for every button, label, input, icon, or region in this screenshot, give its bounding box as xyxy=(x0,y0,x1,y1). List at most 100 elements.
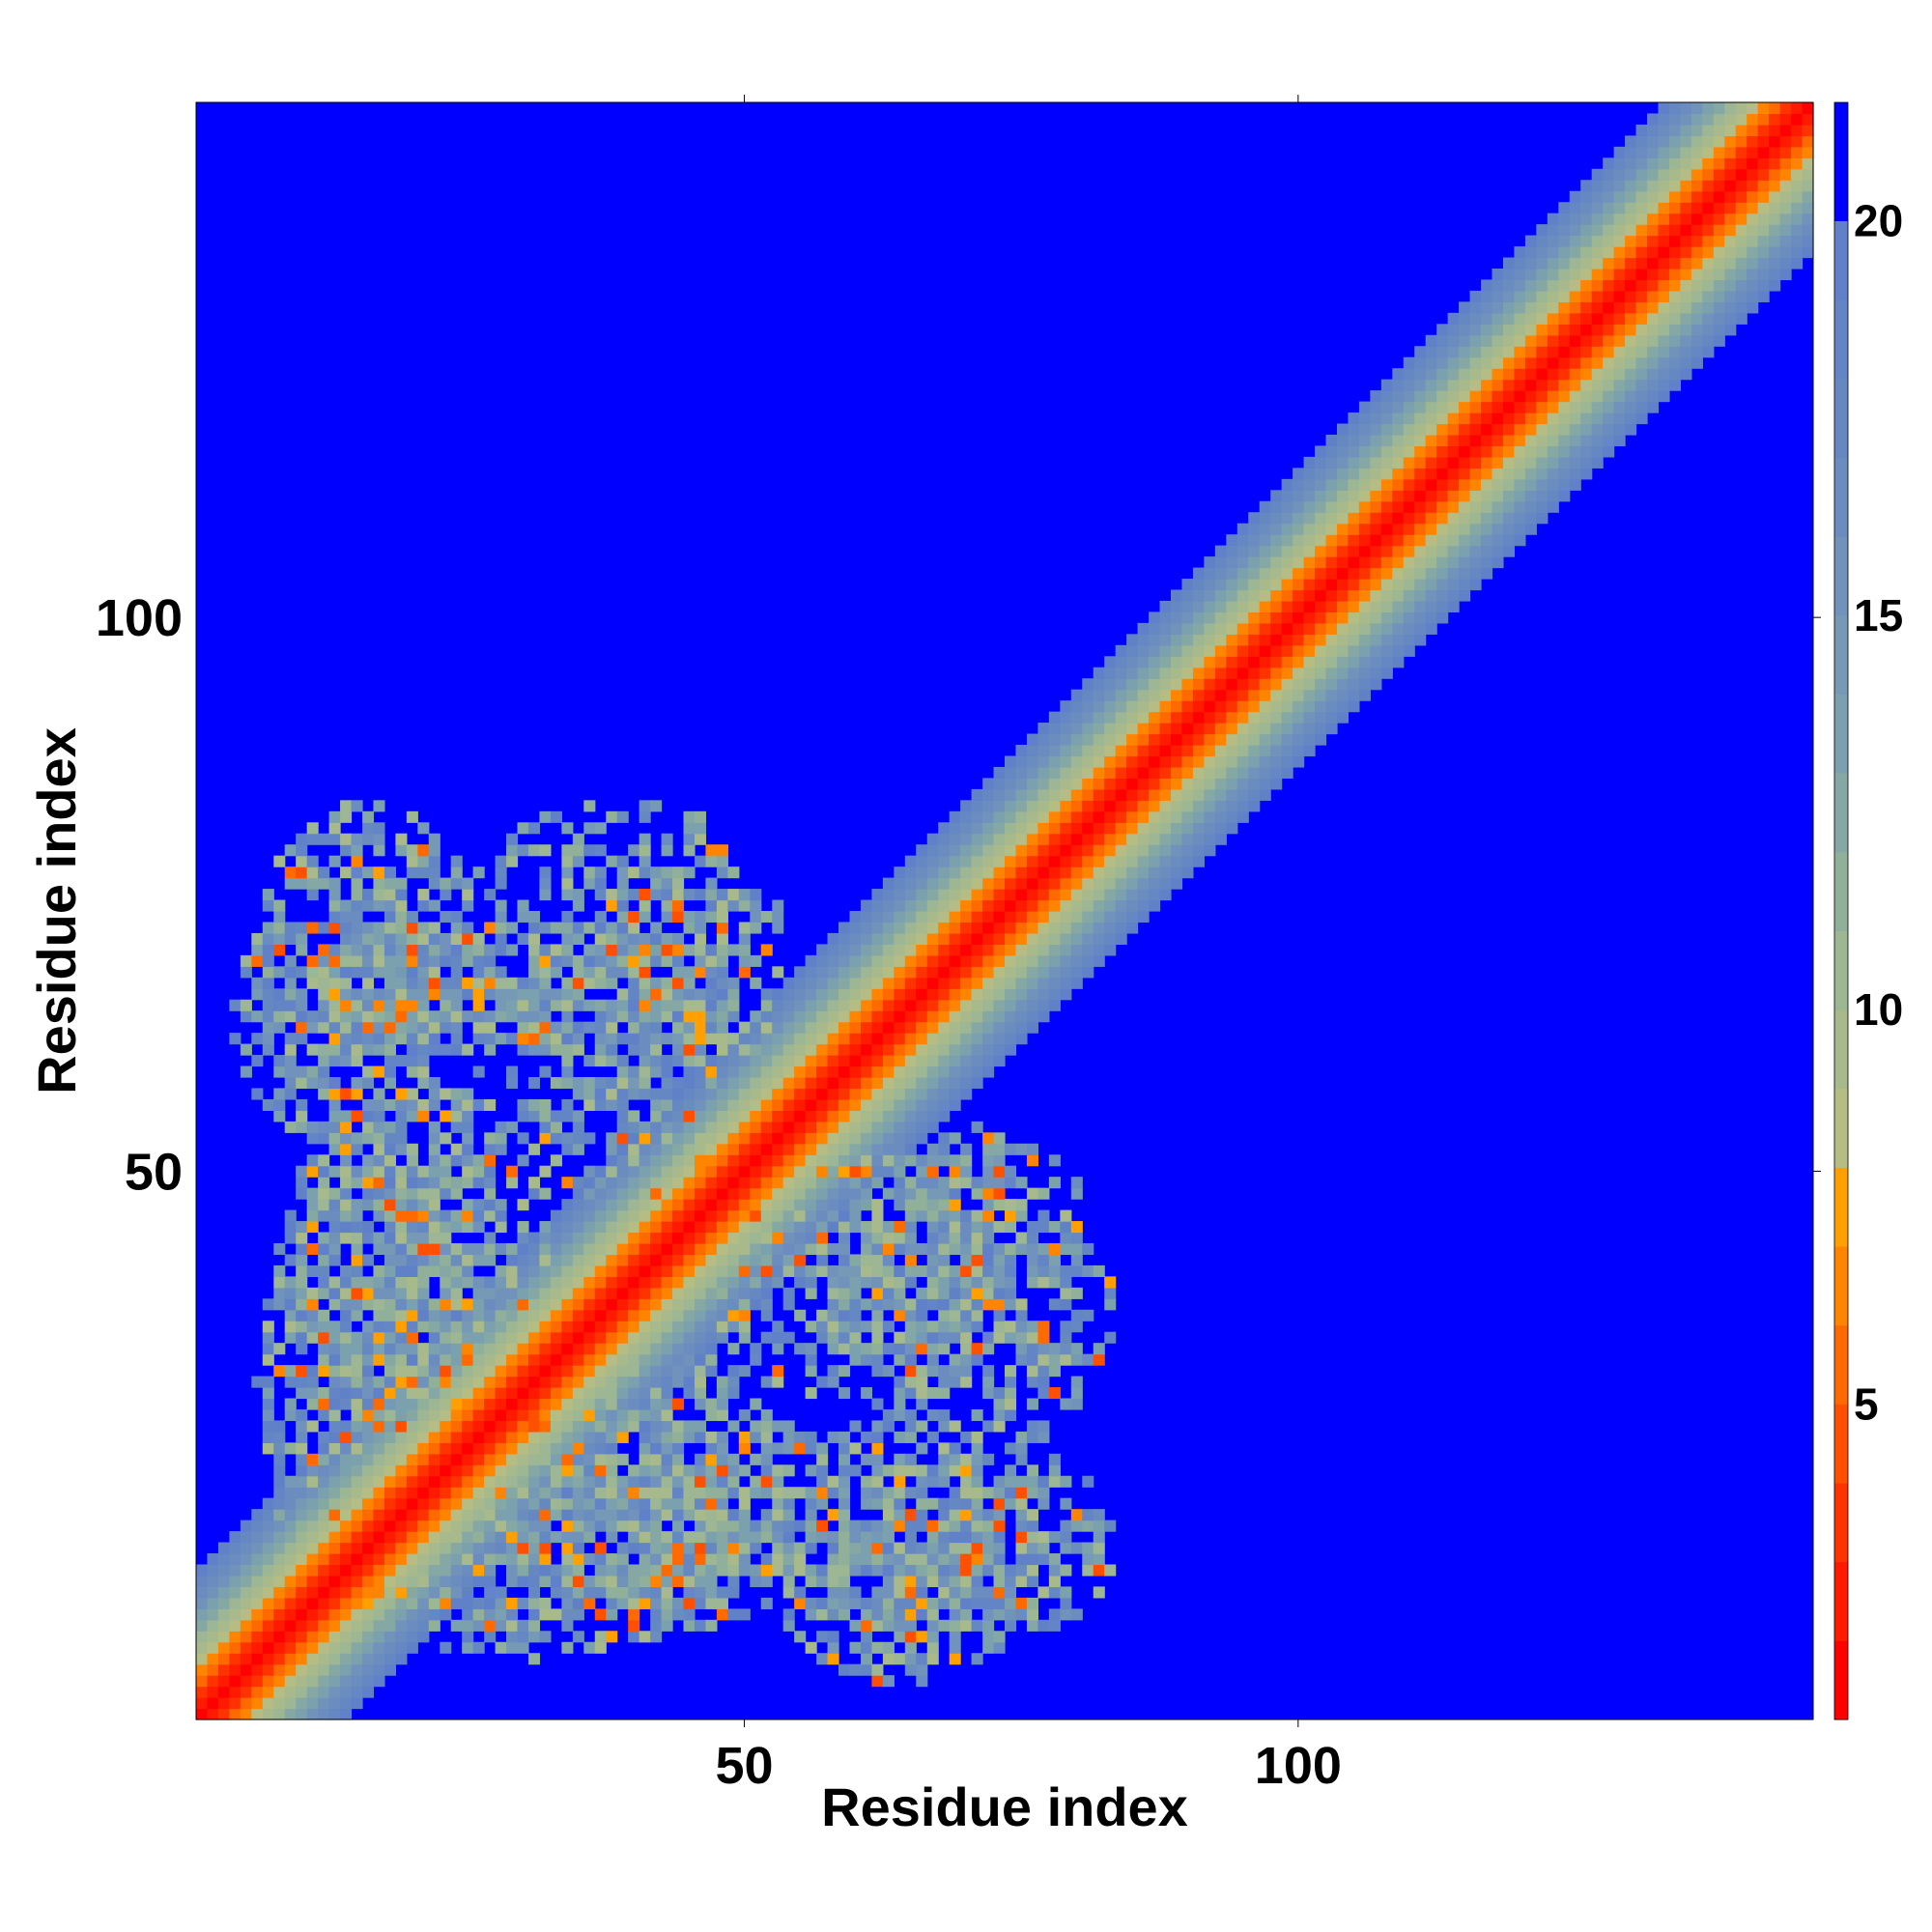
heatmap-cell xyxy=(351,954,363,967)
heatmap-cell xyxy=(1060,1276,1072,1289)
heatmap-cell xyxy=(694,1575,707,1588)
heatmap-cell xyxy=(1115,766,1127,780)
heatmap-cell xyxy=(340,1221,353,1234)
heatmap-cell xyxy=(517,1010,529,1023)
heatmap-cell xyxy=(860,988,873,1001)
heatmap-cell xyxy=(705,1287,718,1299)
heatmap-cell xyxy=(904,1453,917,1465)
heatmap-cell xyxy=(417,1110,430,1122)
heatmap-cell xyxy=(838,1287,851,1299)
heatmap-cell xyxy=(639,1165,651,1178)
heatmap-cell xyxy=(428,1398,440,1410)
heatmap-cell xyxy=(938,1619,951,1632)
heatmap-cell xyxy=(550,1232,562,1244)
heatmap-cell xyxy=(351,1475,363,1488)
heatmap-cell xyxy=(440,1353,452,1366)
heatmap-cell xyxy=(229,1675,242,1688)
heatmap-cell xyxy=(406,1597,418,1609)
heatmap-cell xyxy=(1159,689,1172,701)
heatmap-cell xyxy=(827,1365,839,1378)
heatmap-cell xyxy=(296,1542,308,1554)
heatmap-cell xyxy=(628,1276,640,1289)
heatmap-cell xyxy=(251,1686,264,1698)
heatmap-cell xyxy=(351,1608,363,1621)
heatmap-cell xyxy=(484,1608,497,1621)
heatmap-cell xyxy=(395,1387,408,1400)
heatmap-cell xyxy=(938,1321,951,1333)
heatmap-cell xyxy=(1015,788,1028,801)
heatmap-cell xyxy=(705,1187,718,1200)
heatmap-cell xyxy=(772,1376,784,1388)
heatmap-cell xyxy=(860,1343,873,1355)
heatmap-cell xyxy=(340,833,353,845)
heatmap-cell xyxy=(583,1321,596,1333)
heatmap-cell xyxy=(1137,889,1150,901)
heatmap-cell xyxy=(484,1453,497,1465)
heatmap-cell xyxy=(650,1575,663,1588)
heatmap-cell xyxy=(351,1663,363,1676)
heatmap-cell xyxy=(782,1209,795,1222)
heatmap-cell xyxy=(1104,1287,1117,1299)
heatmap-cell xyxy=(583,1177,596,1189)
heatmap-cell xyxy=(838,1309,851,1321)
heatmap-cell xyxy=(805,977,817,989)
heatmap-cell xyxy=(782,1221,795,1234)
heatmap-cell xyxy=(1159,810,1172,823)
heatmap-cell xyxy=(373,1531,385,1544)
heatmap-cell xyxy=(229,1608,242,1621)
heatmap-cell xyxy=(1236,745,1249,757)
heatmap-cell xyxy=(1248,534,1261,547)
heatmap-cell xyxy=(1104,1276,1117,1289)
heatmap-cell xyxy=(406,1553,418,1566)
heatmap-cell xyxy=(1037,1242,1050,1256)
heatmap-cell xyxy=(871,1442,884,1455)
heatmap-cell xyxy=(838,1199,851,1211)
heatmap-cell xyxy=(1137,810,1150,823)
heatmap-cell xyxy=(373,1398,385,1410)
heatmap-cell xyxy=(472,1542,485,1554)
heatmap-cell xyxy=(561,1641,574,1654)
heatmap-cell xyxy=(251,1675,264,1688)
heatmap-cell xyxy=(328,1431,341,1443)
heatmap-cell xyxy=(1149,788,1161,801)
heatmap-cell xyxy=(1104,723,1117,735)
heatmap-cell xyxy=(606,1365,618,1378)
heatmap-cell xyxy=(916,1110,928,1122)
heatmap-cell xyxy=(639,1387,651,1400)
heatmap-cell xyxy=(949,1531,961,1544)
heatmap-cell xyxy=(639,1453,651,1465)
heatmap-cell xyxy=(340,1597,353,1609)
heatmap-cell xyxy=(495,899,507,912)
heatmap-cell xyxy=(794,1309,807,1321)
heatmap-cell xyxy=(960,1376,973,1388)
heatmap-cell xyxy=(361,1065,375,1078)
heatmap-cell xyxy=(904,1365,917,1378)
heatmap-cell xyxy=(484,1165,497,1178)
heatmap-cell xyxy=(1248,800,1261,812)
heatmap-cell xyxy=(384,1187,396,1200)
heatmap-cell xyxy=(561,1043,574,1056)
heatmap-cell xyxy=(904,1232,917,1244)
heatmap-cell xyxy=(318,1686,330,1698)
heatmap-cell xyxy=(694,1033,707,1045)
heatmap-cell xyxy=(606,966,618,979)
heatmap-cell xyxy=(572,1187,584,1200)
heatmap-cell xyxy=(982,899,995,912)
heatmap-cell xyxy=(661,1376,673,1388)
heatmap-cell xyxy=(440,1264,452,1277)
heatmap-cell xyxy=(727,1564,740,1577)
heatmap-cell xyxy=(628,1464,640,1477)
heatmap-cell xyxy=(606,1608,618,1621)
heatmap-cell xyxy=(340,1309,353,1321)
heatmap-cell xyxy=(1115,656,1127,668)
heatmap-cell xyxy=(916,1321,928,1333)
heatmap-cell xyxy=(894,1619,906,1632)
heatmap-cell xyxy=(395,1209,408,1222)
heatmap-cell xyxy=(916,1663,928,1676)
heatmap-cell xyxy=(318,1043,330,1056)
heatmap-cell xyxy=(871,1199,884,1211)
heatmap-cell xyxy=(827,1098,839,1111)
heatmap-cell xyxy=(628,889,640,901)
heatmap-cell xyxy=(527,1564,541,1577)
heatmap-cell xyxy=(1082,1520,1094,1532)
